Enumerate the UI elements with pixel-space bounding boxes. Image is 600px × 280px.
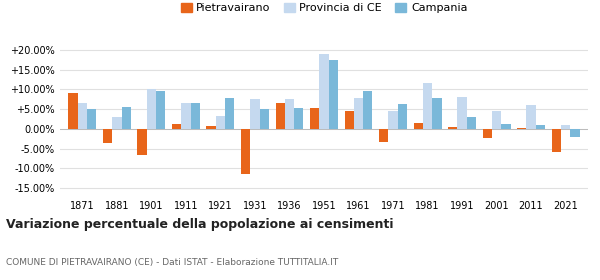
Bar [78,103,87,129]
Bar [206,126,216,129]
Bar [294,108,304,129]
Bar [87,109,97,129]
Bar [379,129,388,142]
Bar [216,116,225,129]
Bar [570,129,580,137]
Bar [181,103,191,129]
Bar [285,99,294,129]
Bar [448,127,457,129]
Bar [275,103,285,129]
Bar [354,98,363,129]
Bar [344,111,354,129]
Bar [103,129,112,143]
Bar [112,117,122,129]
Bar [467,117,476,129]
Bar [398,104,407,129]
Bar [147,89,156,129]
Bar [551,129,561,152]
Bar [260,109,269,129]
Bar [388,111,398,129]
Bar [68,93,78,129]
Bar [225,98,235,129]
Bar [561,125,570,129]
Text: COMUNE DI PIETRAVAIRANO (CE) - Dati ISTAT - Elaborazione TUTTITALIA.IT: COMUNE DI PIETRAVAIRANO (CE) - Dati ISTA… [6,258,338,267]
Text: Variazione percentuale della popolazione ai censimenti: Variazione percentuale della popolazione… [6,218,394,231]
Bar [501,124,511,129]
Bar [122,107,131,129]
Bar [241,129,250,174]
Bar [482,129,492,137]
Legend: Pietravairano, Provincia di CE, Campania: Pietravairano, Provincia di CE, Campania [176,0,472,18]
Bar [156,91,166,129]
Bar [492,111,501,129]
Bar [310,108,319,129]
Bar [363,91,373,129]
Bar [137,129,147,155]
Bar [536,125,545,129]
Bar [191,103,200,129]
Bar [329,60,338,129]
Bar [319,54,329,129]
Bar [423,83,432,129]
Bar [432,98,442,129]
Bar [172,124,181,129]
Bar [250,99,260,129]
Bar [526,105,536,129]
Bar [413,123,423,129]
Bar [457,97,467,129]
